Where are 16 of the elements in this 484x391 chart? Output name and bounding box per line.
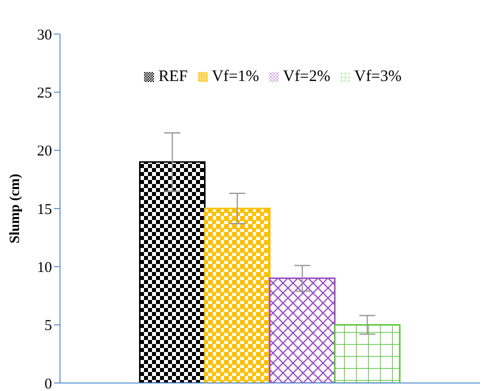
bar <box>204 208 271 383</box>
y-tick-label: 0 <box>44 376 52 391</box>
y-tick-label: 5 <box>44 318 52 334</box>
bar <box>139 161 206 383</box>
y-tick-label: 20 <box>37 144 52 160</box>
y-tick-label: 30 <box>37 27 52 44</box>
bar <box>269 278 336 383</box>
y-axis-title: Slump (cm) <box>8 173 23 244</box>
y-tick-label: 15 <box>37 202 52 218</box>
bar <box>334 324 401 383</box>
legend-label: Vf=3% <box>354 68 402 85</box>
legend-label: Vf=1% <box>212 68 260 85</box>
legend-label: REF <box>158 68 188 85</box>
y-tick-label: 10 <box>37 260 52 276</box>
y-tick-label: 25 <box>37 85 52 102</box>
legend-label: Vf=2% <box>283 68 330 85</box>
